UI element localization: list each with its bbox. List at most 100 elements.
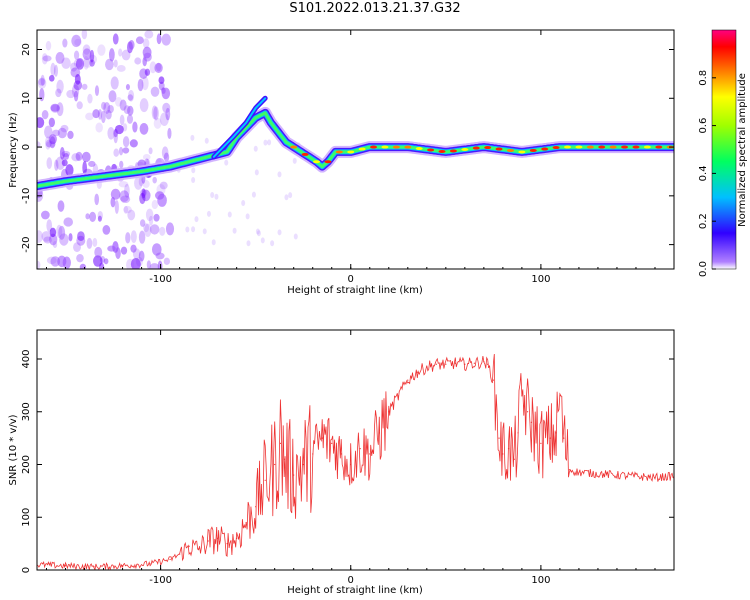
noise-blob xyxy=(191,226,196,233)
noise-blob xyxy=(87,93,93,104)
noise-blob xyxy=(227,211,232,218)
snr-point xyxy=(530,421,532,423)
noise-blob xyxy=(48,117,55,128)
ridge-core-mark xyxy=(632,145,640,149)
noise-blob xyxy=(113,59,118,68)
noise-blob xyxy=(43,236,52,244)
noise-blob xyxy=(165,107,171,121)
noise-blob xyxy=(255,228,260,235)
noise-blob xyxy=(254,169,259,176)
noise-blob xyxy=(49,136,56,149)
noise-blob xyxy=(103,258,109,265)
snr-point xyxy=(502,453,504,455)
spectrogram-ytick-label: 20 xyxy=(21,43,32,56)
snr-point xyxy=(217,537,219,539)
ridge-core-mark xyxy=(655,145,663,149)
noise-blob xyxy=(288,192,293,199)
noise-blob xyxy=(57,127,67,139)
noise-blob xyxy=(224,159,229,166)
snr-point xyxy=(407,379,409,381)
colorbar-tick-label: 0.4 xyxy=(698,165,709,181)
ridge-core-mark xyxy=(427,148,435,152)
noise-blob xyxy=(50,104,60,114)
noise-blob xyxy=(267,139,272,146)
noise-blob xyxy=(97,44,106,56)
ridge-core-mark xyxy=(347,150,355,154)
noise-blob xyxy=(48,134,57,145)
ridge-core-mark xyxy=(415,147,423,151)
snr-point xyxy=(188,545,190,547)
noise-blob xyxy=(73,50,80,60)
snr-point xyxy=(507,448,510,450)
noise-blob xyxy=(107,245,116,252)
noise-blob xyxy=(142,154,151,161)
snr-point xyxy=(559,395,561,397)
snr-point xyxy=(93,566,95,568)
noise-blob xyxy=(146,260,151,269)
noise-blob xyxy=(57,200,65,212)
noise-blob xyxy=(75,58,85,70)
noise-blob xyxy=(284,194,289,201)
colorbar: 0.0 0.2 0.4 0.6 0.8 Normalized spectral ampl… xyxy=(698,29,748,277)
snr-point xyxy=(473,362,475,364)
noise-blob xyxy=(68,233,73,242)
snr-xtick-label: 100 xyxy=(531,575,550,586)
noise-blob xyxy=(81,151,91,163)
spectrogram-ytick-label: 0 xyxy=(21,144,32,150)
noise-blob xyxy=(125,232,131,244)
snr-point xyxy=(369,453,371,455)
noise-blob xyxy=(139,219,146,227)
noise-blob xyxy=(41,53,48,65)
noise-blob xyxy=(94,193,100,206)
noise-blob xyxy=(152,176,157,184)
noise-blob xyxy=(46,157,53,169)
ridge-core-mark xyxy=(358,147,366,151)
noise-blob xyxy=(256,230,261,237)
noise-blob xyxy=(45,139,52,148)
spectrogram-ytick-label: -20 xyxy=(21,236,32,252)
noise-blob xyxy=(113,129,118,144)
noise-blob xyxy=(251,191,256,198)
snr-point xyxy=(312,453,314,455)
noise-blob xyxy=(70,62,78,72)
ridge-core-mark xyxy=(301,152,309,156)
noise-blob xyxy=(45,40,52,51)
ridge-core-mark xyxy=(643,145,651,149)
ridge-core-mark xyxy=(609,145,617,149)
spectrogram-frame xyxy=(36,29,675,270)
snr-point xyxy=(526,411,529,413)
noise-blob xyxy=(142,46,152,59)
noise-blob xyxy=(53,64,59,77)
noise-blob xyxy=(245,213,250,220)
snr-point xyxy=(388,411,390,413)
noise-blob xyxy=(41,110,49,120)
noise-blob xyxy=(50,256,61,267)
snr-background xyxy=(37,330,674,570)
spectrogram-xlabel: Height of straight line (km) xyxy=(287,285,423,296)
noise-blob xyxy=(63,153,70,160)
noise-blob xyxy=(107,104,114,114)
ridge-core xyxy=(290,145,674,164)
noise-blob xyxy=(210,191,215,198)
noise-blob xyxy=(246,240,251,247)
noise-blob xyxy=(110,76,119,90)
noise-blob xyxy=(38,78,46,86)
noise-blob xyxy=(108,48,115,62)
noise-blob xyxy=(151,243,162,256)
noise-blob xyxy=(73,80,83,91)
noise-blob xyxy=(113,148,120,157)
snr-point xyxy=(568,469,571,471)
noise-blob xyxy=(119,160,124,169)
noise-blob xyxy=(119,190,130,202)
noise-blob xyxy=(191,176,196,183)
noise-blob xyxy=(138,230,146,244)
snr-ytick-label: 100 xyxy=(21,508,32,527)
noise-blob xyxy=(232,227,237,234)
noise-blob xyxy=(150,86,160,97)
noise-blob xyxy=(94,85,100,97)
snr-point xyxy=(121,565,124,567)
noise-blob xyxy=(55,88,62,98)
snr-points xyxy=(37,361,674,568)
noise-blob xyxy=(61,57,71,69)
